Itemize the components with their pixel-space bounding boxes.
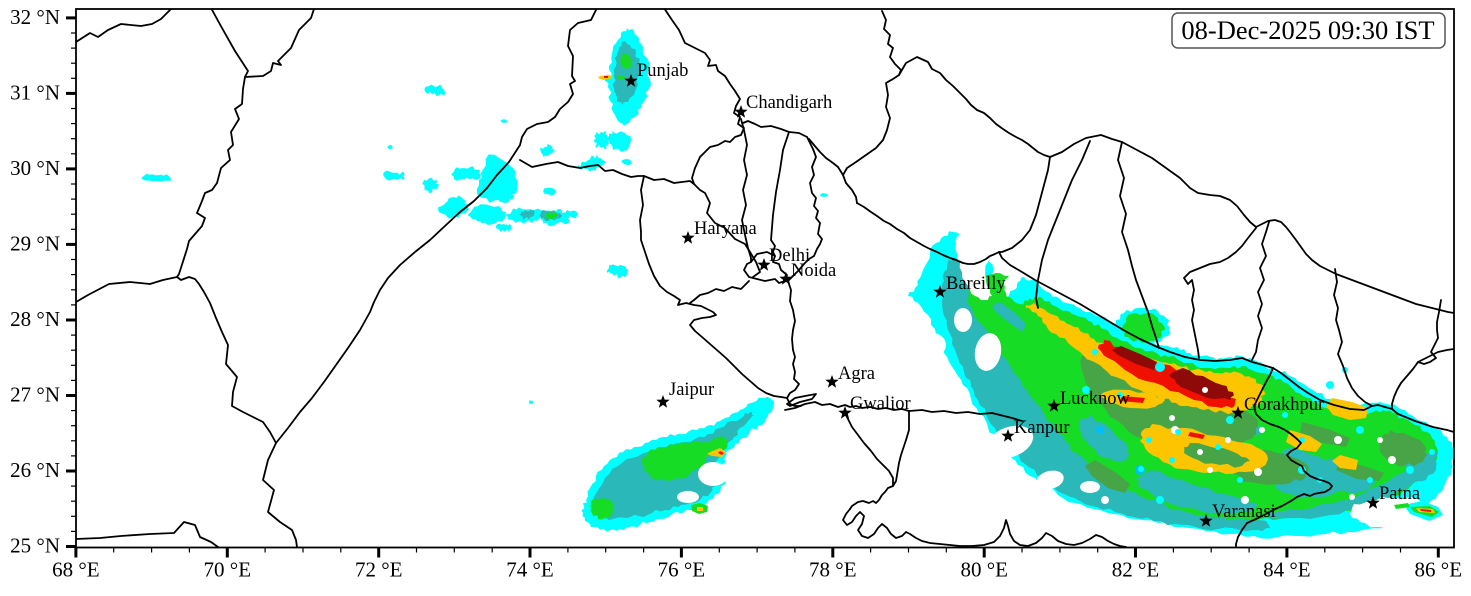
svg-text:76 °E: 76 °E xyxy=(658,558,705,582)
svg-text:25 °N: 25 °N xyxy=(10,534,60,558)
svg-text:84 °E: 84 °E xyxy=(1263,558,1310,582)
svg-text:08-Dec-2025 09:30 IST: 08-Dec-2025 09:30 IST xyxy=(1181,15,1434,45)
svg-text:Varanasi: Varanasi xyxy=(1212,502,1276,522)
svg-text:29 °N: 29 °N xyxy=(10,231,60,255)
svg-text:30 °N: 30 °N xyxy=(10,156,60,180)
svg-text:Haryana: Haryana xyxy=(694,219,757,239)
svg-text:Agra: Agra xyxy=(838,364,875,384)
svg-text:Lucknow: Lucknow xyxy=(1060,389,1131,409)
svg-text:82 °E: 82 °E xyxy=(1112,558,1159,582)
svg-text:Kanpur: Kanpur xyxy=(1014,418,1069,438)
svg-text:Delhi: Delhi xyxy=(769,246,810,266)
svg-text:Patna: Patna xyxy=(1379,484,1420,504)
svg-text:72 °E: 72 °E xyxy=(355,558,402,582)
svg-text:Jaipur: Jaipur xyxy=(669,380,714,400)
svg-text:Noida: Noida xyxy=(791,261,836,281)
svg-text:78 °E: 78 °E xyxy=(809,558,856,582)
svg-text:31 °N: 31 °N xyxy=(10,80,60,104)
svg-text:27 °N: 27 °N xyxy=(10,383,60,407)
svg-text:74 °E: 74 °E xyxy=(506,558,553,582)
svg-text:Bareilly: Bareilly xyxy=(946,274,1006,294)
svg-text:26 °N: 26 °N xyxy=(10,458,60,482)
svg-text:Gorakhpur: Gorakhpur xyxy=(1244,395,1324,415)
svg-text:28 °N: 28 °N xyxy=(10,307,60,331)
svg-text:80 °E: 80 °E xyxy=(960,558,1007,582)
svg-text:32 °N: 32 °N xyxy=(10,5,60,29)
svg-text:68 °E: 68 °E xyxy=(52,558,99,582)
svg-text:Punjab: Punjab xyxy=(637,61,688,81)
svg-text:70 °E: 70 °E xyxy=(204,558,251,582)
svg-text:86 °E: 86 °E xyxy=(1415,558,1462,582)
svg-text:Gwalior: Gwalior xyxy=(850,394,911,414)
svg-text:Chandigarh: Chandigarh xyxy=(746,93,832,113)
